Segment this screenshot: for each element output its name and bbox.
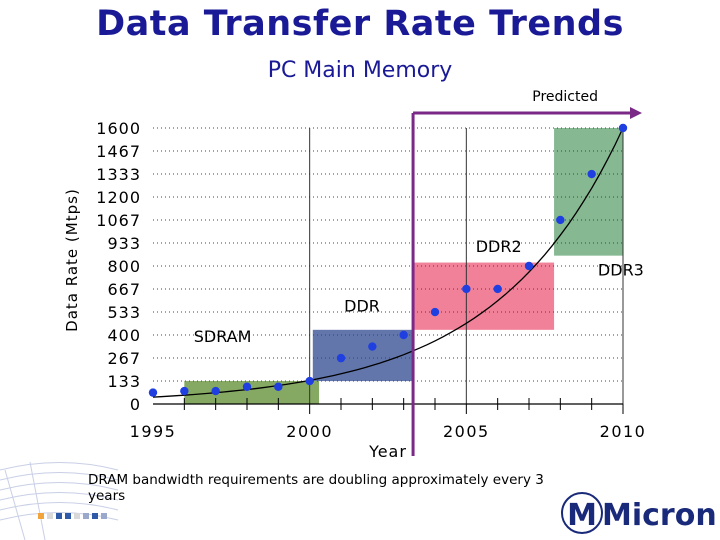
x-tick-label: 2000 (286, 422, 333, 441)
labels-layer: SDRAM DDR DDR2 DDR3 (194, 237, 644, 346)
x-tick-label: 2010 (600, 422, 647, 441)
y-tick-label: 933 (107, 234, 141, 253)
y-tick-label: 533 (107, 303, 141, 322)
micron-logo: M Micron (561, 492, 717, 534)
axes-layer: 0 133 267 400 533 667 800 933 1067 1200 1333 1467 16… (63, 119, 647, 461)
y-tick-label: 1467 (96, 142, 141, 161)
chart-subtitle: PC Main Memory (267, 58, 453, 83)
data-point (211, 386, 220, 396)
logo-text: Micron (602, 498, 717, 533)
region-label-ddr2: DDR2 (476, 237, 522, 256)
region-sdram (184, 381, 320, 404)
y-tick-label: 0 (130, 395, 141, 414)
region-ddr2 (413, 262, 555, 330)
data-point (399, 330, 408, 340)
trend-line (152, 127, 624, 398)
chart-caption: DRAM bandwidth requirements are doubling… (88, 472, 544, 504)
y-tick-label: 133 (107, 372, 141, 391)
x-axis-label: Year (368, 442, 407, 461)
y-tick-label: 667 (107, 280, 141, 299)
data-point (274, 382, 283, 391)
data-point (148, 388, 158, 397)
region-label-ddr: DDR (344, 297, 380, 316)
predicted-arrow-head (630, 107, 642, 119)
chart-title: Data Transfer Rate Trends (96, 4, 624, 44)
data-point (556, 215, 565, 225)
data-point (305, 376, 314, 386)
data-point (587, 169, 596, 179)
data-point (524, 261, 534, 271)
region-label-sdram: SDRAM (194, 327, 252, 346)
y-tick-label: 267 (107, 349, 141, 368)
region-ddr3 (554, 128, 623, 256)
data-point (180, 386, 189, 396)
data-point (618, 123, 628, 133)
corner-decoration (0, 461, 119, 540)
predicted-label: Predicted (532, 89, 598, 105)
data-point (430, 307, 440, 317)
data-point (368, 342, 377, 351)
y-tick-label: 400 (107, 326, 141, 345)
trend-layer (152, 127, 624, 398)
x-tick-label: 2005 (443, 422, 490, 441)
grid-layer (153, 127, 624, 404)
x-tick-label: 1995 (130, 422, 177, 441)
y-tick-label: 1067 (96, 211, 141, 230)
data-point (336, 353, 346, 363)
predicted-layer: Predicted (411, 89, 642, 456)
y-tick-label: 1200 (96, 188, 141, 207)
points-layer (148, 123, 628, 397)
region-label-ddr3: DDR3 (598, 260, 644, 279)
logo-mark: M (567, 498, 597, 533)
data-point (462, 284, 471, 294)
y-axis-label: Data Rate (Mtps) (63, 188, 81, 332)
data-point (493, 284, 502, 294)
regions-layer (184, 128, 623, 404)
y-tick-label: 1600 (96, 119, 141, 138)
y-tick-label: 1333 (96, 165, 141, 184)
y-tick-label: 800 (107, 257, 141, 276)
data-point (242, 382, 252, 391)
region-ddr (312, 329, 414, 382)
